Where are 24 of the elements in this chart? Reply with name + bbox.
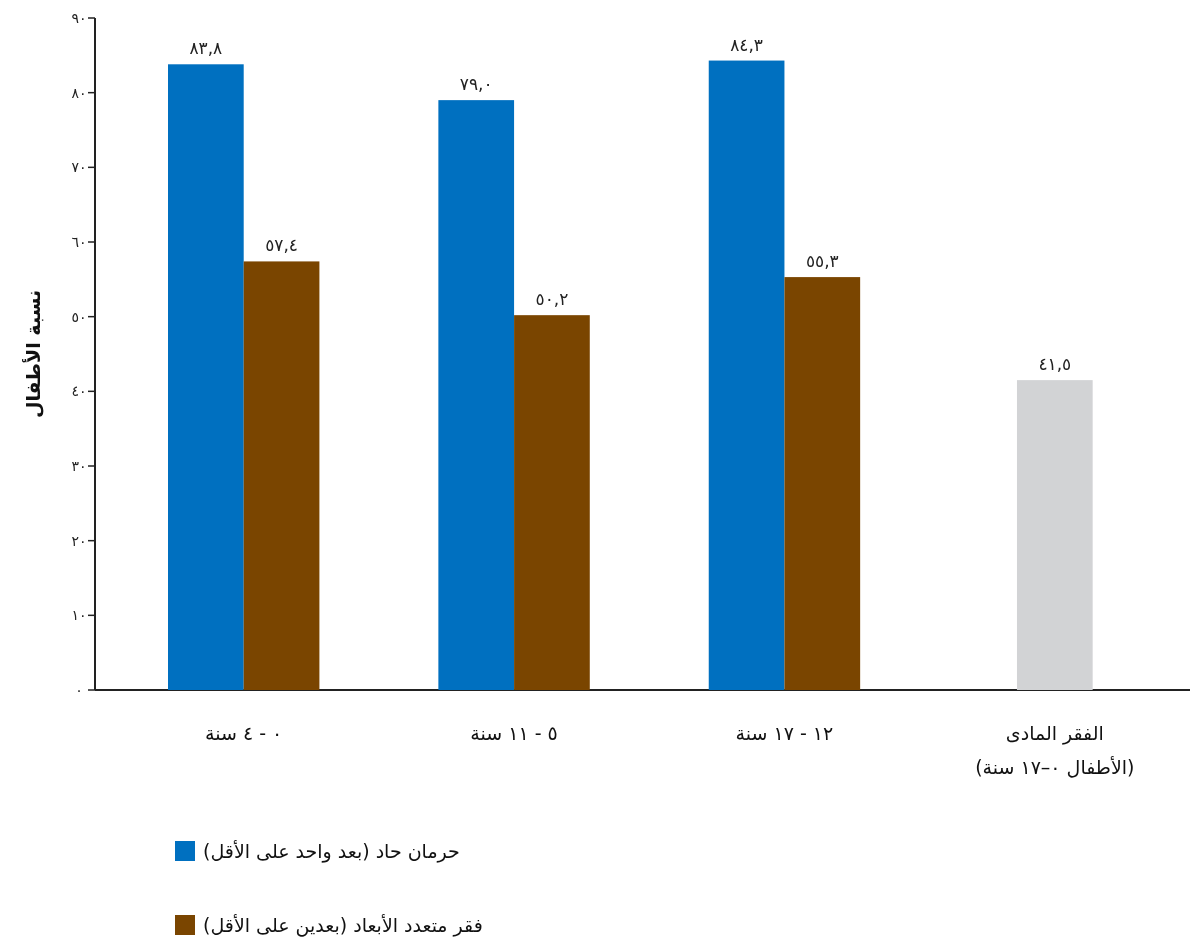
data-label: ٥٧,٤ — [265, 235, 298, 256]
y-tick-label: ٠ — [75, 682, 83, 698]
x-tick-label: الفقر المادى (الأطفال ٠–١٧ سنة) — [975, 722, 1135, 778]
data-label: ٥٠,٢ — [535, 289, 569, 310]
y-tick-label: ٩٠ — [71, 10, 87, 26]
x-tick-label: ٠ - ٤ سنة — [205, 722, 283, 744]
data-label: ٧٩,٠ — [459, 74, 493, 95]
y-tick-label: ٤٠ — [71, 383, 87, 400]
data-label: ٤١,٥ — [1038, 354, 1072, 375]
y-tick-label: ٧٠ — [71, 159, 87, 176]
y-tick-label: ٥٠ — [71, 308, 87, 325]
x-tick-label: ١٢ - ١٧ سنة — [735, 722, 834, 744]
data-label: ٨٤,٣ — [730, 34, 763, 55]
data-label: ٥٥,٣ — [805, 251, 839, 272]
y-tick-label: ٣٠ — [71, 458, 87, 474]
y-tick-label: ١٠ — [71, 607, 87, 624]
y-axis-title: نسبة الأطفال — [22, 289, 44, 419]
y-tick-label: ٦٠ — [71, 234, 87, 250]
x-tick-label: ٥ - ١١ سنة — [470, 722, 558, 744]
legend-item: حرمان حاد (بعد واحد على الأقل) — [175, 840, 460, 862]
legend-item: فقر متعدد الأبعاد (بعدين على الأقل) — [175, 914, 483, 936]
data-label: ٨٣,٨ — [189, 38, 223, 59]
y-tick-label: ٨٠ — [71, 84, 87, 101]
y-tick-label: ٢٠ — [71, 532, 87, 549]
